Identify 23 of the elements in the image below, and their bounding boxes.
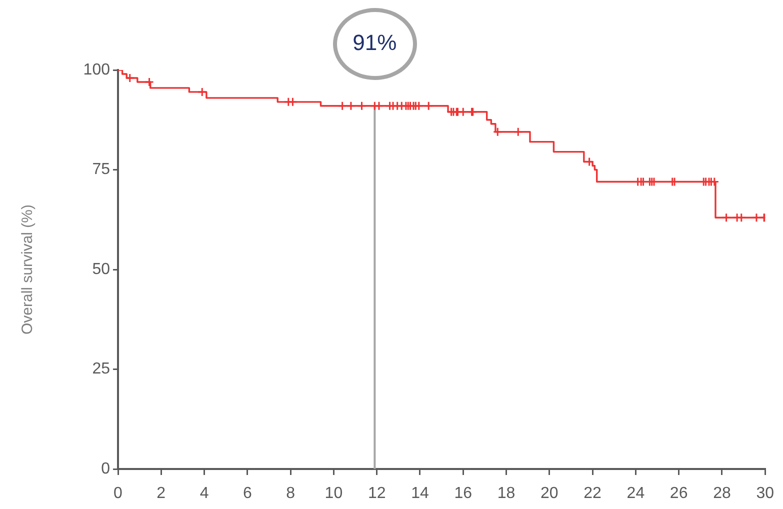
x-tick-label: 12 (368, 485, 386, 502)
y-tick-label: 50 (92, 260, 110, 278)
x-tick-label: 10 (324, 485, 343, 502)
x-tick-label: 22 (584, 485, 602, 502)
x-tick-label: 28 (713, 485, 731, 502)
x-tick-label: 18 (497, 485, 516, 502)
x-tick-label: 26 (670, 485, 688, 502)
y-tick-label: 75 (92, 161, 110, 178)
y-axis-title: Overall survival (%) (19, 204, 36, 335)
x-tick-label: 2 (156, 485, 166, 502)
x-tick-label: 6 (242, 485, 252, 502)
x-tick-label: 14 (411, 485, 429, 502)
y-tick-label: 25 (92, 360, 110, 378)
x-tick-label: 4 (200, 485, 209, 502)
y-tick-label: 0 (101, 460, 110, 478)
y-tick-label: 100 (83, 61, 110, 78)
x-tick-label: 24 (626, 485, 645, 502)
x-tick-label: 20 (540, 485, 558, 502)
x-tick-label: 8 (286, 485, 296, 502)
x-tick-label: 0 (114, 485, 123, 502)
x-tick-label: 30 (756, 485, 774, 502)
x-tick-label: 16 (454, 485, 472, 502)
annotation: 91% (352, 30, 397, 55)
